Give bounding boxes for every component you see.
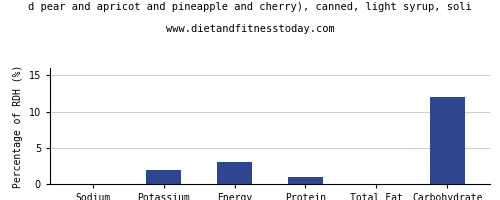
Y-axis label: Percentage of RDH (%): Percentage of RDH (%) [13,64,23,188]
Bar [146,170,182,184]
Bar [430,97,465,184]
Bar [288,177,323,184]
Bar [217,162,252,184]
Text: www.dietandfitnesstoday.com: www.dietandfitnesstoday.com [166,24,334,34]
Text: d pear and apricot and pineapple and cherry), canned, light syrup, soli: d pear and apricot and pineapple and che… [28,2,472,12]
